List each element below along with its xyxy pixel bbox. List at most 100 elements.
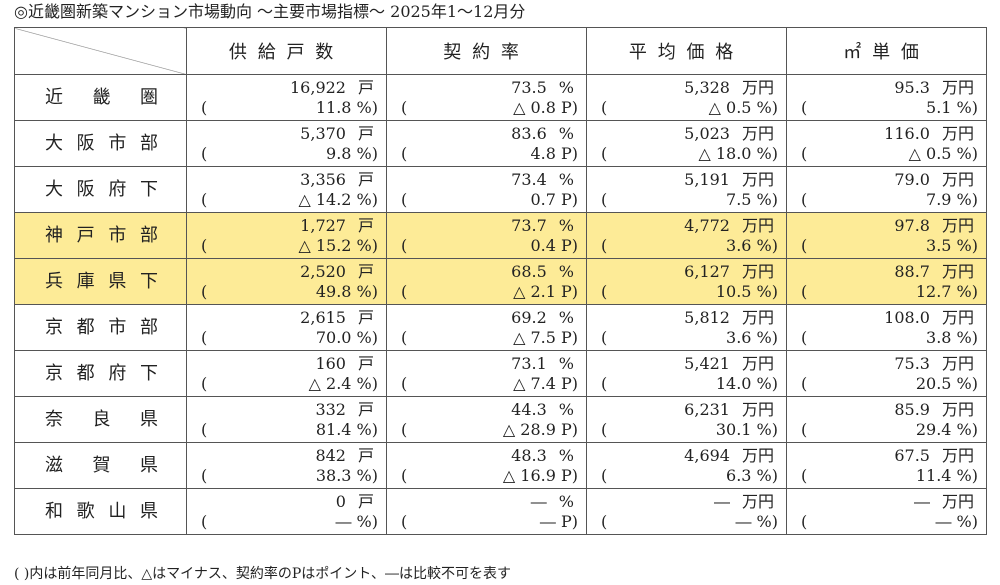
cell-contract-rate: 48.3% (△ 16.9 P) bbox=[386, 442, 587, 489]
value-unit-price: 97.8 bbox=[894, 215, 930, 235]
cell-contract-rate: 73.4% (0.7 P) bbox=[386, 166, 587, 213]
open-paren: ( bbox=[601, 97, 608, 117]
open-paren: ( bbox=[601, 373, 608, 393]
unit-unit-price: 万円 bbox=[941, 261, 974, 281]
header-row: 供給戸数 契約率 平均価格 ㎡単価 bbox=[14, 27, 987, 75]
change-supply: 38.3 %) bbox=[315, 465, 378, 485]
value-unit-price: 75.3 bbox=[894, 353, 930, 373]
cell-average-price: 6,231 万円 (30.1 %) bbox=[586, 396, 787, 443]
change-unit-price: 20.5 %) bbox=[915, 373, 978, 393]
value-unit-price: 79.0 bbox=[894, 169, 930, 189]
unit-average-price: 万円 bbox=[741, 353, 774, 373]
value-contract-rate: 68.5 bbox=[511, 261, 547, 281]
table-row: 大阪市部 5,370 戸 (9.8 %) 83.6% (4.8 P) 5,023 万円 (△ 1… bbox=[14, 120, 987, 167]
open-paren: ( bbox=[601, 327, 608, 347]
change-supply: △ 2.4 %) bbox=[308, 373, 378, 393]
unit-unit-price: 万円 bbox=[941, 169, 974, 189]
change-average-price: △ 18.0 %) bbox=[698, 143, 778, 163]
change-contract-rate: △ 7.5 P) bbox=[513, 327, 578, 347]
change-unit-price: 29.4 %) bbox=[915, 419, 978, 439]
value-contract-rate: ― bbox=[530, 491, 547, 511]
open-paren: ( bbox=[801, 143, 808, 163]
value-supply: 842 bbox=[315, 445, 346, 465]
cell-contract-rate: 83.6% (4.8 P) bbox=[386, 120, 587, 167]
unit-supply: 戸 bbox=[357, 77, 374, 97]
cell-average-price: ― 万円 (― %) bbox=[586, 488, 787, 535]
value-supply: 2,615 bbox=[300, 307, 346, 327]
unit-contract-rate: % bbox=[558, 215, 574, 235]
value-contract-rate: 73.1 bbox=[511, 353, 547, 373]
change-average-price: 6.3 %) bbox=[726, 465, 778, 485]
cell-unit-price: 88.7 万円 (12.7 %) bbox=[786, 258, 987, 305]
value-average-price: 4,772 bbox=[684, 215, 730, 235]
open-paren: ( bbox=[401, 281, 408, 301]
open-paren: ( bbox=[601, 511, 608, 531]
area-name: 和歌山県 bbox=[14, 488, 187, 535]
value-contract-rate: 73.7 bbox=[511, 215, 547, 235]
unit-average-price: 万円 bbox=[741, 445, 774, 465]
open-paren: ( bbox=[201, 465, 208, 485]
cell-contract-rate: 73.5% (△ 0.8 P) bbox=[386, 74, 587, 121]
unit-supply: 戸 bbox=[357, 445, 374, 465]
area-name: 滋賀県 bbox=[14, 442, 187, 489]
value-contract-rate: 83.6 bbox=[511, 123, 547, 143]
change-contract-rate: ― P) bbox=[539, 511, 578, 531]
open-paren: ( bbox=[401, 419, 408, 439]
open-paren: ( bbox=[601, 143, 608, 163]
value-supply: 2,520 bbox=[300, 261, 346, 281]
cell-contract-rate: 73.1% (△ 7.4 P) bbox=[386, 350, 587, 397]
change-supply: △ 14.2 %) bbox=[298, 189, 378, 209]
cell-unit-price: 75.3 万円 (20.5 %) bbox=[786, 350, 987, 397]
value-average-price: 5,812 bbox=[684, 307, 730, 327]
page-title: ◎近畿圏新築マンション市場動向 ～主要市場指標～ 2025年1～12月分 bbox=[14, 2, 526, 21]
cell-supply: 160 戸 (△ 2.4 %) bbox=[186, 350, 387, 397]
table-row: 兵庫県下 2,520 戸 (49.8 %) 68.5% (△ 2.1 P) 6,127 万円 (… bbox=[14, 258, 987, 305]
value-supply: 160 bbox=[315, 353, 346, 373]
table-row: 大阪府下 3,356 戸 (△ 14.2 %) 73.4% (0.7 P) 5,191 万円 (… bbox=[14, 166, 987, 213]
cell-supply: 16,922 戸 (11.8 %) bbox=[186, 74, 387, 121]
unit-unit-price: 万円 bbox=[941, 353, 974, 373]
unit-average-price: 万円 bbox=[741, 399, 774, 419]
open-paren: ( bbox=[201, 97, 208, 117]
unit-supply: 戸 bbox=[357, 399, 374, 419]
open-paren: ( bbox=[401, 465, 408, 485]
change-supply: 81.4 %) bbox=[315, 419, 378, 439]
value-average-price: 4,694 bbox=[684, 445, 730, 465]
change-contract-rate: △ 0.8 P) bbox=[513, 97, 578, 117]
value-average-price: 6,127 bbox=[684, 261, 730, 281]
value-unit-price: 88.7 bbox=[894, 261, 930, 281]
value-unit-price: ― bbox=[913, 491, 930, 511]
open-paren: ( bbox=[801, 281, 808, 301]
unit-contract-rate: % bbox=[558, 353, 574, 373]
value-unit-price: 116.0 bbox=[884, 123, 930, 143]
cell-unit-price: 116.0 万円 (△ 0.5 %) bbox=[786, 120, 987, 167]
open-paren: ( bbox=[401, 511, 408, 531]
table-row: 和歌山県 0 戸(― %) ―%(― P) ― 万円(― %) ― 万円(― %) bbox=[14, 488, 987, 535]
open-paren: ( bbox=[401, 143, 408, 163]
cell-unit-price: 85.9 万円 (29.4 %) bbox=[786, 396, 987, 443]
cell-average-price: 5,812 万円 (3.6 %) bbox=[586, 304, 787, 351]
header-average-price: 平均価格 bbox=[586, 27, 787, 75]
unit-average-price: 万円 bbox=[741, 215, 774, 235]
change-average-price: 3.6 %) bbox=[726, 235, 778, 255]
cell-average-price: 5,328 万円 (△ 0.5 %) bbox=[586, 74, 787, 121]
value-average-price: 5,421 bbox=[684, 353, 730, 373]
cell-supply: 5,370 戸 (9.8 %) bbox=[186, 120, 387, 167]
unit-supply: 戸 bbox=[357, 307, 374, 327]
change-unit-price: ― %) bbox=[935, 511, 978, 531]
unit-unit-price: 万円 bbox=[941, 77, 974, 97]
open-paren: ( bbox=[801, 419, 808, 439]
change-unit-price: 12.7 %) bbox=[915, 281, 978, 301]
open-paren: ( bbox=[201, 189, 208, 209]
cell-average-price: 4,694 万円 (6.3 %) bbox=[586, 442, 787, 489]
change-average-price: 10.5 %) bbox=[715, 281, 778, 301]
unit-unit-price: 万円 bbox=[941, 491, 974, 511]
cell-unit-price: 67.5 万円 (11.4 %) bbox=[786, 442, 987, 489]
area-name: 大阪市部 bbox=[14, 120, 187, 167]
change-unit-price: 3.5 %) bbox=[926, 235, 978, 255]
table-row: 神戸市部 1,727 戸 (△ 15.2 %) 73.7% (0.4 P) 4,772 万円 (… bbox=[14, 212, 987, 259]
open-paren: ( bbox=[801, 235, 808, 255]
cell-average-price: 5,191 万円 (7.5 %) bbox=[586, 166, 787, 213]
header-supply: 供給戸数 bbox=[186, 27, 387, 75]
change-supply: ― %) bbox=[335, 511, 378, 531]
